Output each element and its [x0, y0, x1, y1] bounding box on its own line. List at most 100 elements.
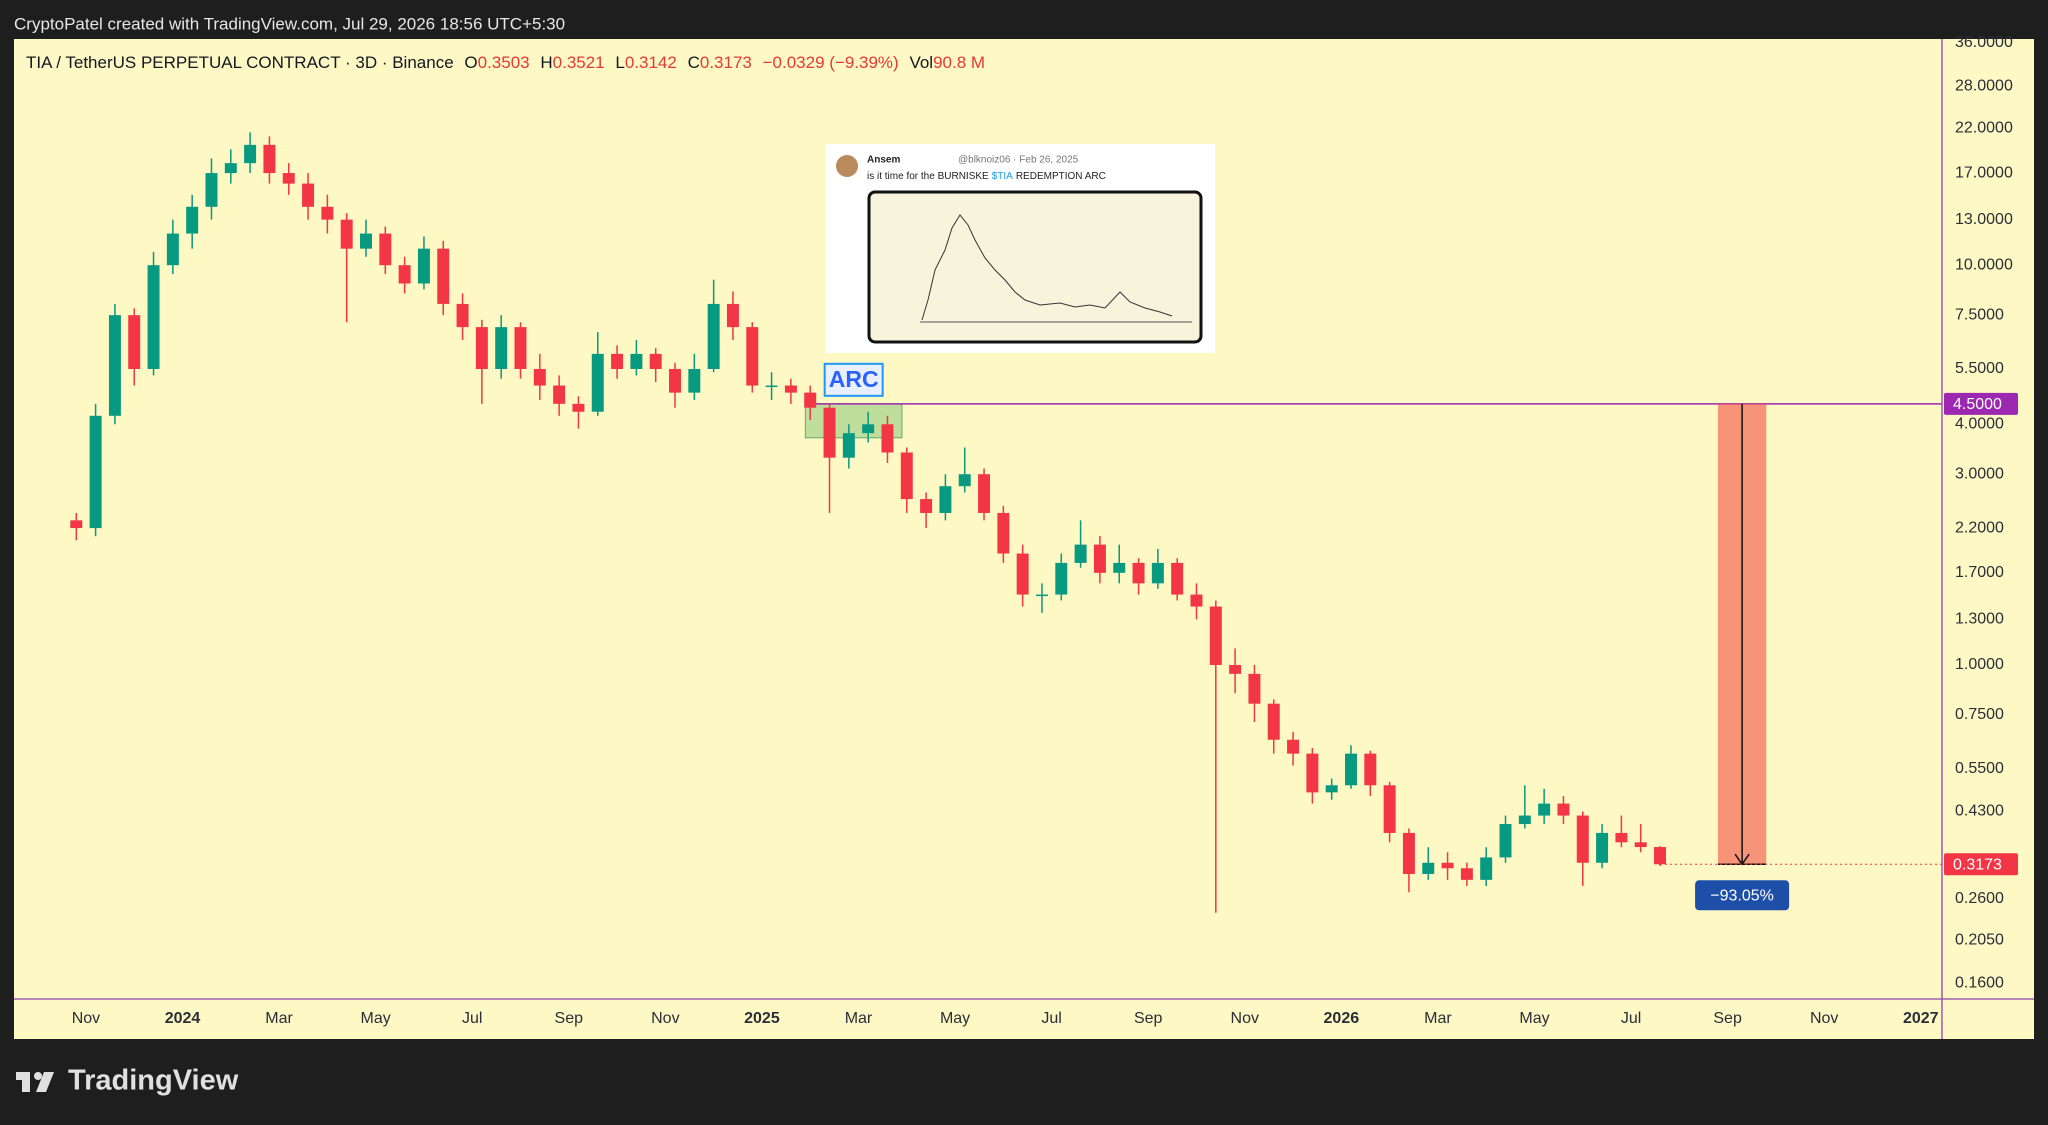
y-tick-label: 22.0000: [1955, 120, 2013, 137]
candle-body: [688, 368, 701, 393]
candle-body: [939, 486, 952, 513]
arc-label-box: [823, 362, 884, 397]
candle-body: [804, 392, 817, 408]
candle-body: [1229, 664, 1242, 674]
candle-body: [1634, 842, 1647, 848]
y-tick-label: 2.2000: [1955, 519, 2004, 536]
y-tick-label: 28.0000: [1955, 78, 2013, 95]
candle-body: [70, 520, 83, 529]
open-label: O: [464, 53, 477, 72]
candle-body: [842, 433, 855, 458]
candle-body: [1171, 562, 1184, 595]
candle-body: [514, 327, 527, 369]
candle-body: [553, 385, 566, 404]
x-tick-label: Sep: [1134, 1010, 1163, 1027]
candle-body: [881, 424, 894, 453]
candle-body: [205, 173, 218, 207]
tweet-avatar: [836, 155, 858, 177]
low-label: L: [615, 53, 624, 72]
candle-body: [746, 327, 759, 386]
tweet-handle: @blknoiz06 · Feb 26, 2025: [958, 155, 1079, 166]
candle-body: [1441, 862, 1454, 869]
candle-body: [128, 315, 141, 369]
candle-body: [224, 163, 237, 174]
candle-body: [340, 219, 353, 249]
candle-body: [1132, 562, 1145, 584]
y-tick-label: 13.0000: [1955, 211, 2013, 228]
arc-label: ARC: [829, 366, 879, 392]
candle-body: [456, 303, 469, 328]
candle-body: [1383, 785, 1396, 833]
candle-body: [823, 407, 836, 458]
candle-body: [1538, 803, 1551, 816]
candle-body: [1615, 832, 1628, 843]
candle-body: [1364, 753, 1377, 786]
tweet-text-part: is it time for the BURNISKE: [867, 171, 989, 182]
candle-body: [321, 206, 334, 220]
y-tick-label: 36.0000: [1955, 34, 2013, 51]
candle-body: [1035, 594, 1048, 597]
candle-body: [1422, 862, 1435, 874]
y-tick-label: 5.5000: [1955, 360, 2004, 377]
volume-value: 90.8 M: [933, 53, 985, 72]
last-price-label: 0.3173: [1953, 856, 2002, 873]
candle-body: [591, 353, 604, 412]
measure-label-box: [1695, 880, 1790, 911]
candle-body: [1209, 606, 1222, 665]
x-tick-label: Nov: [1810, 1010, 1838, 1027]
y-tick-label: 0.4300: [1955, 803, 2004, 820]
candle-body: [707, 303, 720, 369]
x-tick-label: Jul: [1041, 1010, 1061, 1027]
candle-body: [186, 206, 199, 234]
candle-body: [726, 303, 739, 328]
candle-body: [244, 144, 257, 164]
candle-body: [89, 415, 102, 529]
measure-label: −93.05%: [1710, 887, 1774, 904]
candle-body: [630, 353, 643, 369]
y-tick-label: 1.7000: [1955, 564, 2004, 581]
x-tick-label: 2024: [165, 1010, 201, 1027]
y-tick-label: 0.1600: [1955, 974, 2004, 991]
tweet-author: Ansem: [867, 155, 900, 166]
candle-body: [669, 368, 682, 393]
x-tick-label: Nov: [1231, 1010, 1259, 1027]
x-tick-label: May: [940, 1010, 970, 1027]
candle-body: [1151, 562, 1164, 584]
x-tick-label: 2025: [744, 1010, 780, 1027]
x-tick-label: 2026: [1324, 1010, 1360, 1027]
candle-body: [784, 385, 797, 393]
candle-body: [611, 353, 624, 369]
tweet-text-part: REDEMPTION ARC: [1016, 171, 1106, 182]
candle-body: [1596, 832, 1609, 863]
close-value: 0.3173: [700, 53, 752, 72]
candle-body: [1576, 815, 1589, 863]
candle-body: [572, 403, 585, 412]
candle-body: [475, 327, 488, 369]
candle-body: [1055, 562, 1068, 595]
candle-body: [1480, 857, 1493, 880]
candle-body: [398, 265, 411, 284]
tweet-text: is it time for the BURNISKE $TIA REDEMPTIO…: [867, 171, 1106, 182]
x-tick-label: May: [1519, 1010, 1549, 1027]
x-tick-label: Nov: [651, 1010, 679, 1027]
candle-body: [1074, 544, 1087, 563]
tweet-thumbnail-line: [921, 214, 1173, 321]
candle-body: [108, 315, 121, 416]
candle-body: [379, 233, 392, 266]
tweet-ticker: $TIA: [992, 171, 1013, 182]
candle-body: [1654, 847, 1667, 865]
candle-body: [1557, 803, 1570, 816]
candle-body: [1016, 553, 1029, 595]
last-price-tag: [1944, 853, 2018, 876]
logo-mark: [36, 1072, 54, 1092]
close-label: C: [688, 53, 700, 72]
candle-body: [282, 173, 295, 184]
y-tick-label: 0.5500: [1955, 760, 2004, 777]
candle-body: [1325, 785, 1338, 793]
y-tick-label: 0.2600: [1955, 890, 2004, 907]
y-tick-label: 7.5000: [1955, 306, 2004, 323]
x-tick-label: Mar: [1424, 1010, 1452, 1027]
x-tick-label: Jul: [462, 1010, 482, 1027]
horizontal-line-tag: [1944, 392, 2018, 415]
